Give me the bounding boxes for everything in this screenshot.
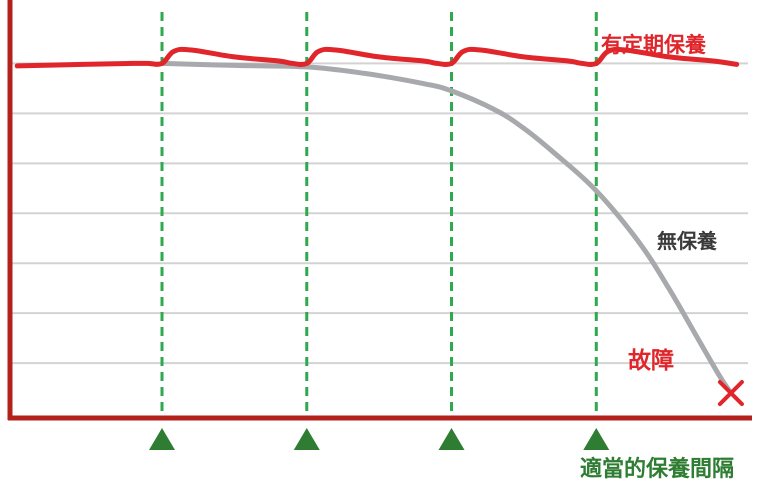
failure-label: 故障 (628, 347, 674, 374)
maintenance-triangle-2 (293, 428, 320, 450)
series-label-unmaintained: 無保養 (657, 229, 718, 253)
failure-x-icon (717, 380, 744, 407)
maintenance-triangle-4 (583, 428, 610, 450)
axes (7, 0, 752, 421)
series-label-maintained: 有定期保養 (601, 33, 707, 57)
failure-x-stroke-2 (717, 380, 744, 407)
series-line-maintained (14, 46, 740, 69)
series-line-unmaintained (159, 60, 734, 396)
markers (149, 380, 744, 450)
maintenance-triangle-3 (438, 428, 465, 450)
gridlines (10, 62, 748, 365)
maintenance-triangle-1 (149, 428, 175, 450)
maintenance-interval-label: 適當的保養間隔 (580, 456, 734, 482)
maintenance-interval-lines (160, 12, 598, 418)
series-lines (14, 46, 740, 396)
